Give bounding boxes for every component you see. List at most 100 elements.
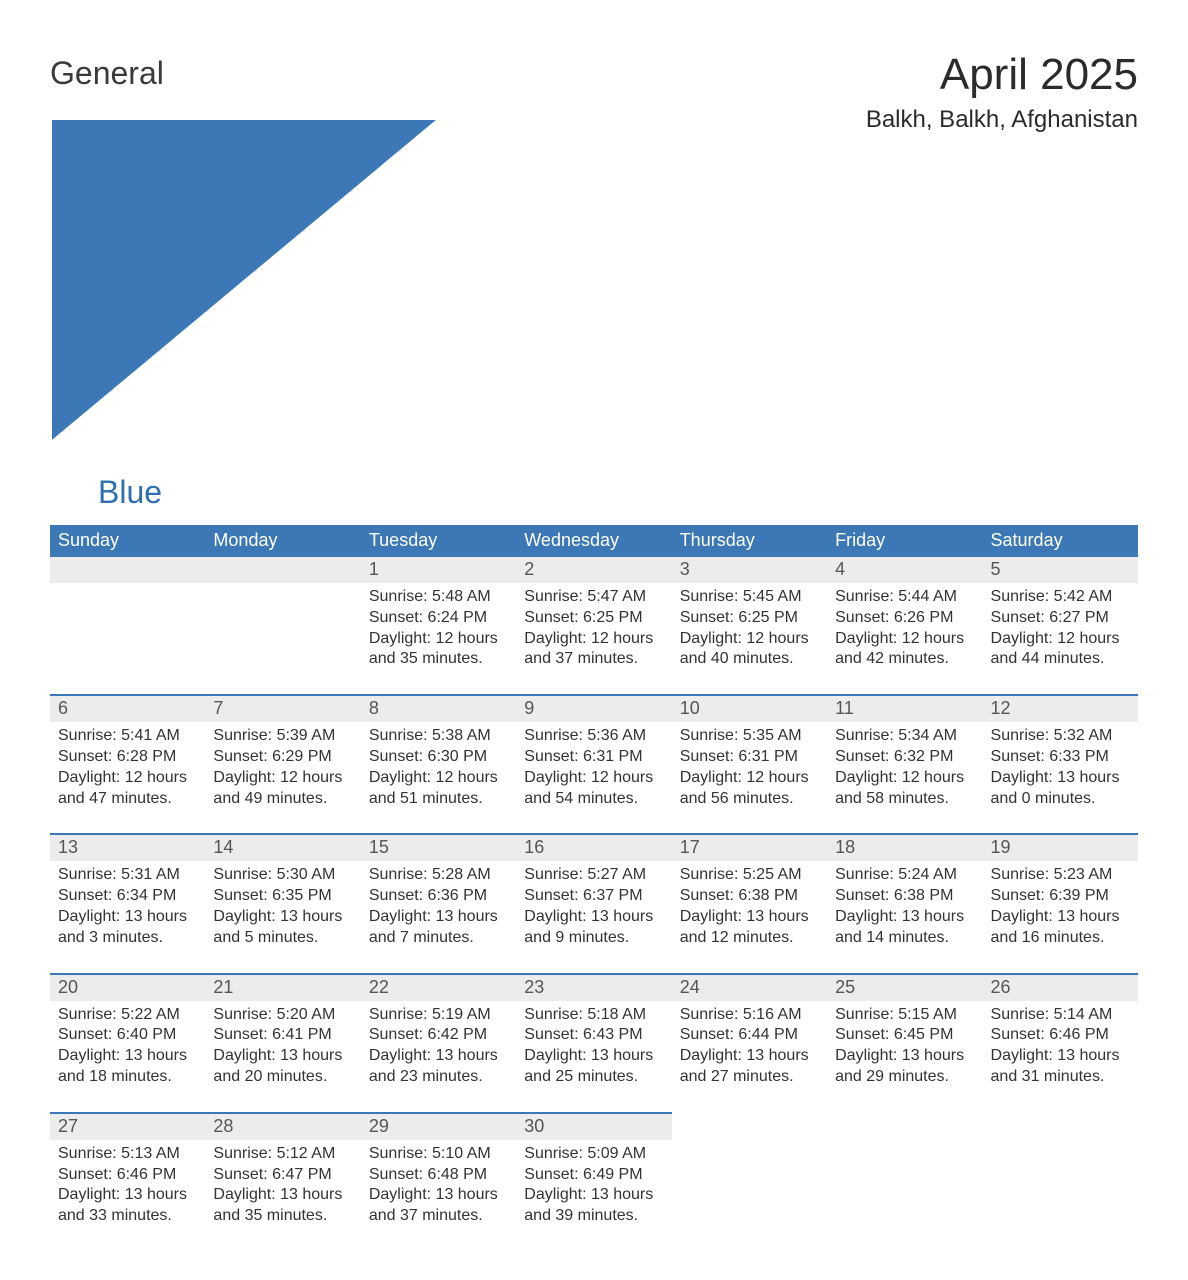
- day-content: Sunrise: 5:25 AMSunset: 6:38 PMDaylight:…: [672, 861, 827, 972]
- sunrise-text: Sunrise: 5:34 AM: [835, 726, 974, 747]
- daylight-text: Daylight: 12 hours and 51 minutes.: [369, 768, 508, 810]
- sunrise-text: Sunrise: 5:19 AM: [369, 1005, 508, 1026]
- day-number: 21: [205, 975, 360, 1001]
- day-content: [827, 1137, 982, 1149]
- day-number: 22: [361, 975, 516, 1001]
- day-content: Sunrise: 5:47 AMSunset: 6:25 PMDaylight:…: [516, 583, 671, 694]
- sunrise-text: Sunrise: 5:22 AM: [58, 1005, 197, 1026]
- day-number: 6: [50, 696, 205, 722]
- calendar-day-cell: 16Sunrise: 5:27 AMSunset: 6:37 PMDayligh…: [516, 834, 671, 973]
- sunrise-text: Sunrise: 5:41 AM: [58, 726, 197, 747]
- calendar-day-cell: 30Sunrise: 5:09 AMSunset: 6:49 PMDayligh…: [516, 1113, 671, 1240]
- calendar-week-row: 27Sunrise: 5:13 AMSunset: 6:46 PMDayligh…: [50, 1113, 1138, 1240]
- daylight-text: Daylight: 12 hours and 37 minutes.: [524, 629, 663, 671]
- daylight-text: Daylight: 12 hours and 40 minutes.: [680, 629, 819, 671]
- day-content: Sunrise: 5:09 AMSunset: 6:49 PMDaylight:…: [516, 1140, 671, 1240]
- sunset-text: Sunset: 6:28 PM: [58, 747, 197, 768]
- day-number: [827, 1113, 982, 1137]
- day-number: 28: [205, 1114, 360, 1140]
- calendar-week-row: 20Sunrise: 5:22 AMSunset: 6:40 PMDayligh…: [50, 974, 1138, 1113]
- sunrise-text: Sunrise: 5:36 AM: [524, 726, 663, 747]
- sunset-text: Sunset: 6:41 PM: [213, 1025, 352, 1046]
- sunset-text: Sunset: 6:42 PM: [369, 1025, 508, 1046]
- day-number: 17: [672, 835, 827, 861]
- page-title: April 2025: [866, 50, 1138, 100]
- logo-word-1: General: [50, 55, 164, 91]
- sunset-text: Sunset: 6:36 PM: [369, 886, 508, 907]
- daylight-text: Daylight: 13 hours and 29 minutes.: [835, 1046, 974, 1088]
- brand-logo: General Blue: [50, 50, 466, 507]
- sunrise-text: Sunrise: 5:31 AM: [58, 865, 197, 886]
- day-content: Sunrise: 5:27 AMSunset: 6:37 PMDaylight:…: [516, 861, 671, 972]
- sunset-text: Sunset: 6:38 PM: [680, 886, 819, 907]
- sunset-text: Sunset: 6:39 PM: [991, 886, 1130, 907]
- day-content: Sunrise: 5:30 AMSunset: 6:35 PMDaylight:…: [205, 861, 360, 972]
- sunset-text: Sunset: 6:27 PM: [991, 608, 1130, 629]
- sunrise-text: Sunrise: 5:15 AM: [835, 1005, 974, 1026]
- sunset-text: Sunset: 6:33 PM: [991, 747, 1130, 768]
- daylight-text: Daylight: 13 hours and 16 minutes.: [991, 907, 1130, 949]
- day-number: 13: [50, 835, 205, 861]
- daylight-text: Daylight: 13 hours and 9 minutes.: [524, 907, 663, 949]
- sunrise-text: Sunrise: 5:18 AM: [524, 1005, 663, 1026]
- calendar-week-row: 6 Sunrise: 5:41 AMSunset: 6:28 PM Daylight…: [50, 695, 1138, 834]
- daylight-text: Daylight: 13 hours and 37 minutes.: [369, 1185, 508, 1227]
- sunset-text: Sunset: 6:46 PM: [991, 1025, 1130, 1046]
- day-content: Sunrise: 5:12 AMSunset: 6:47 PMDaylight:…: [205, 1140, 360, 1240]
- day-content: Sunrise: 5:14 AMSunset: 6:46 PMDaylight:…: [983, 1001, 1138, 1112]
- calendar-day-cell: 25 Sunrise: 5:15 AMSunset: 6:45 PMDayligh…: [827, 974, 982, 1113]
- day-content: Sunrise: 5:18 AMSunset: 6:43 PMDaylight:…: [516, 1001, 671, 1112]
- sunset-text: Sunset: 6:43 PM: [524, 1025, 663, 1046]
- day-number: 23: [516, 975, 671, 1001]
- day-content: Sunrise: 5:31 AMSunset: 6:34 PMDaylight:…: [50, 861, 205, 972]
- sunrise-text: Sunrise: 5:16 AM: [680, 1005, 819, 1026]
- day-number: 5: [983, 557, 1138, 583]
- calendar-day-cell: 14Sunrise: 5:30 AMSunset: 6:35 PMDayligh…: [205, 834, 360, 973]
- sunset-text: Sunset: 6:31 PM: [524, 747, 663, 768]
- weekday-header: Tuesday: [361, 525, 516, 557]
- day-number: 24: [672, 975, 827, 1001]
- calendar-day-cell: 15Sunrise: 5:28 AMSunset: 6:36 PMDayligh…: [361, 834, 516, 973]
- day-number: 4: [827, 557, 982, 583]
- calendar-day-cell: 20Sunrise: 5:22 AMSunset: 6:40 PMDayligh…: [50, 974, 205, 1113]
- sunrise-text: Sunrise: 5:10 AM: [369, 1144, 508, 1165]
- calendar-day-cell: 6Sunrise: 5:41 AMSunset: 6:28 PMDaylight…: [50, 695, 205, 834]
- sunrise-text: Sunrise: 5:25 AM: [680, 865, 819, 886]
- sunset-text: Sunset: 6:37 PM: [524, 886, 663, 907]
- daylight-text: Daylight: 12 hours and 58 minutes.: [835, 768, 974, 810]
- daylight-text: Daylight: 13 hours and 18 minutes.: [58, 1046, 197, 1088]
- day-content: [205, 583, 360, 683]
- sunrise-text: Sunrise: 5:23 AM: [991, 865, 1130, 886]
- daylight-text: Daylight: 13 hours and 0 minutes.: [991, 768, 1130, 810]
- calendar-day-cell: 5Sunrise: 5:42 AMSunset: 6:27 PMDaylight…: [983, 557, 1138, 695]
- daylight-text: Daylight: 13 hours and 5 minutes.: [213, 907, 352, 949]
- calendar-day-cell: 4Sunrise: 5:44 AMSunset: 6:26 PMDaylight…: [827, 557, 982, 695]
- sunset-text: Sunset: 6:24 PM: [369, 608, 508, 629]
- sunset-text: Sunset: 6:34 PM: [58, 886, 197, 907]
- day-content: Sunrise: 5:39 AMSunset: 6:29 PMDaylight:…: [205, 722, 360, 833]
- sunset-text: Sunset: 6:45 PM: [835, 1025, 974, 1046]
- day-content: Sunrise: 5:13 AMSunset: 6:46 PMDaylight:…: [50, 1140, 205, 1240]
- sunrise-text: Sunrise: 5:12 AM: [213, 1144, 352, 1165]
- sunset-text: Sunset: 6:35 PM: [213, 886, 352, 907]
- calendar-day-cell: 13Sunrise: 5:31 AMSunset: 6:34 PMDayligh…: [50, 834, 205, 973]
- day-content: Sunrise: 5:32 AMSunset: 6:33 PMDaylight:…: [983, 722, 1138, 833]
- day-number: 2: [516, 557, 671, 583]
- calendar-day-cell: 9Sunrise: 5:36 AMSunset: 6:31 PMDaylight…: [516, 695, 671, 834]
- sunset-text: Sunset: 6:46 PM: [58, 1165, 197, 1186]
- day-number: 27: [50, 1114, 205, 1140]
- day-content: Sunrise: 5:35 AMSunset: 6:31 PMDaylight:…: [672, 722, 827, 833]
- sunset-text: Sunset: 6:26 PM: [835, 608, 974, 629]
- day-content: Sunrise: 5:20 AMSunset: 6:41 PMDaylight:…: [205, 1001, 360, 1112]
- day-content: Sunrise: 5:22 AMSunset: 6:40 PMDaylight:…: [50, 1001, 205, 1112]
- day-content: Sunrise: 5:45 AMSunset: 6:25 PMDaylight:…: [672, 583, 827, 694]
- day-content: Sunrise: 5:42 AMSunset: 6:27 PMDaylight:…: [983, 583, 1138, 694]
- day-number: 7: [205, 696, 360, 722]
- sunrise-text: Sunrise: 5:32 AM: [991, 726, 1130, 747]
- sunset-text: Sunset: 6:25 PM: [680, 608, 819, 629]
- calendar-day-cell: [983, 1113, 1138, 1240]
- calendar-day-cell: 17Sunrise: 5:25 AMSunset: 6:38 PMDayligh…: [672, 834, 827, 973]
- day-number: 25: [827, 975, 982, 1001]
- day-number: [205, 557, 360, 583]
- daylight-text: Daylight: 13 hours and 25 minutes.: [524, 1046, 663, 1088]
